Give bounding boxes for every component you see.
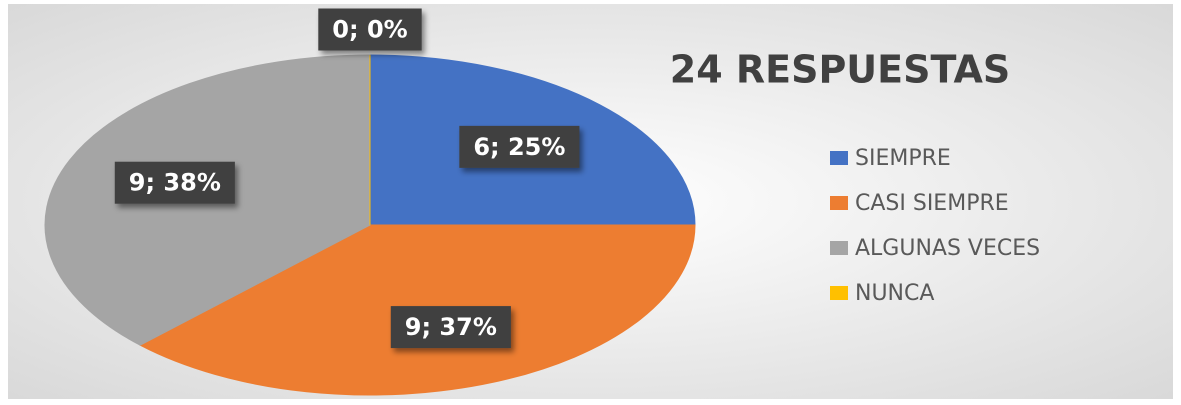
data-label: 0; 0%	[318, 8, 422, 51]
data-label-box	[114, 161, 235, 204]
data-label-box	[459, 125, 580, 168]
legend-label: SIEMPRE	[855, 146, 951, 171]
data-label: 6; 25%	[459, 125, 580, 168]
legend-label: ALGUNAS VECES	[855, 236, 1040, 261]
legend-swatch	[830, 151, 848, 165]
data-label-text: 0; 0%	[332, 16, 407, 44]
data-label: 9; 38%	[114, 161, 235, 204]
data-label-box	[318, 8, 422, 51]
legend-label: CASI SIEMPRE	[855, 191, 1009, 216]
data-label-box	[390, 306, 511, 349]
data-label-text: 9; 38%	[129, 169, 221, 197]
data-label: 9; 37%	[390, 306, 511, 349]
legend-swatch	[830, 286, 848, 300]
legend-swatch	[830, 241, 848, 255]
chart-title: 24 RESPUESTAS	[670, 48, 1010, 92]
data-label-text: 9; 37%	[405, 313, 497, 341]
data-label-text: 6; 25%	[473, 133, 565, 161]
legend-swatch	[830, 196, 848, 210]
legend-label: NUNCA	[855, 281, 934, 306]
